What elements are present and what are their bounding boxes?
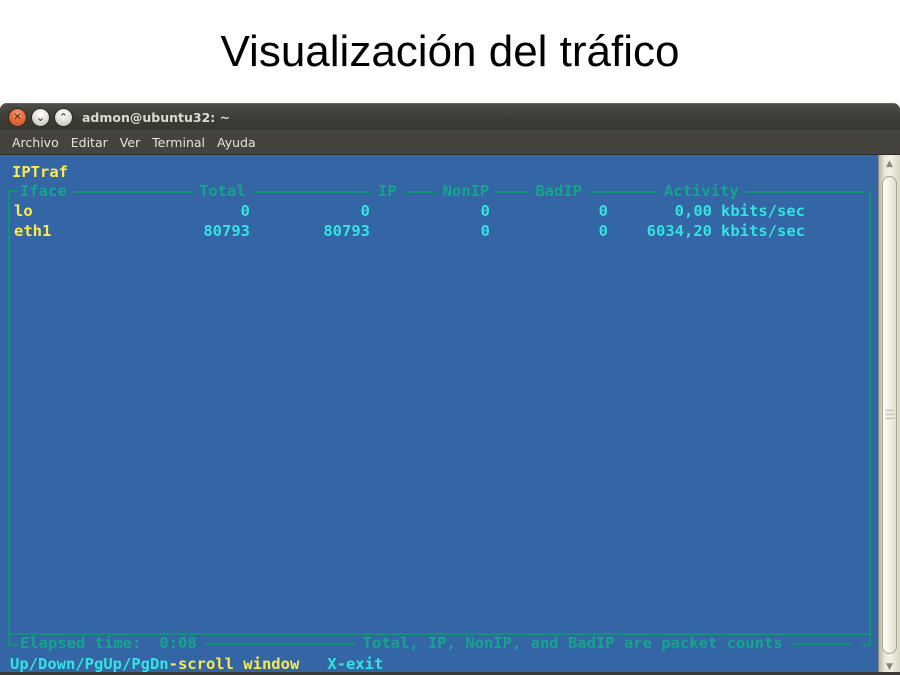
cell-total: 80793 [203,222,250,240]
packet-counts-note: Total, IP, NonIP, and BadIP are packet c… [362,633,783,652]
table-row[interactable]: eth1 80793 80793 0 0 6034,20 kbits/sec [14,222,860,242]
cell-total: 0 [240,202,250,220]
box-corner-bottom-left [8,634,18,646]
terminal-screen[interactable]: IPTraf Iface Total IP NonIP BadIP Activi… [0,155,878,675]
cell-nonip: 0 [480,222,490,240]
cell-activity-unit: kbits/sec [721,222,805,240]
header-rule [402,190,437,193]
scroll-up-arrow-icon[interactable]: ▲ [886,158,893,169]
cell-iface: eth1 [14,222,52,240]
elapsed-rule [204,642,355,645]
cell-activity: 6034,20 [646,222,712,240]
close-icon: ✕ [13,112,22,123]
key-hint-scroll-desc: -scroll window [168,654,300,673]
scrollbar-thumb[interactable] [882,176,897,654]
curses-box-border [8,190,871,635]
header-rule [251,190,372,193]
terminal-body: IPTraf Iface Total IP NonIP BadIP Activi… [0,155,900,675]
menu-item-ver[interactable]: Ver [119,134,141,150]
key-hint-exit[interactable]: X-exit [327,654,384,673]
chevron-up-icon: ⌃ [58,111,69,124]
column-header-activity: Activity [664,181,739,200]
header-rule [744,190,865,193]
iptraf-app-title: IPTraf [12,163,68,181]
elapsed-time-label: Elapsed time: [20,633,142,652]
terminal-scrollbar[interactable]: ▲ ▼ [878,155,900,675]
column-header-ip: IP [378,181,397,200]
terminal-window: ✕ ⌄ ⌃ admon@ubuntu32: ~ Archivo Editar V… [0,103,900,675]
menu-bar: Archivo Editar Ver Terminal Ayuda [0,130,900,155]
window-titlebar: ✕ ⌄ ⌃ admon@ubuntu32: ~ [0,103,900,130]
cell-ip: 80793 [323,222,370,240]
column-header-total: Total [199,181,246,200]
header-rule [495,190,530,193]
scroll-down-arrow-icon[interactable]: ▼ [886,661,893,672]
close-button[interactable]: ✕ [8,108,27,127]
scrollbar-grip-icon [885,409,894,421]
window-controls: ✕ ⌄ ⌃ [8,108,73,127]
window-bottom-edge [0,672,900,675]
page-title: Visualización del tráfico [220,27,680,76]
box-corner-bottom-right [861,634,871,646]
window-title: admon@ubuntu32: ~ [82,110,231,125]
maximize-button[interactable]: ⌃ [54,108,73,127]
cell-iface: lo [14,202,33,220]
cell-ip: 0 [360,202,370,220]
cell-badip: 0 [598,202,608,220]
minimize-button[interactable]: ⌄ [31,108,50,127]
menu-item-ayuda[interactable]: Ayuda [217,134,256,150]
cell-badip: 0 [598,222,608,240]
header-rule [72,190,193,193]
key-hint-bar: Up/Down/PgUp/PgDn-scroll window X-exit [10,655,383,675]
elapsed-time-bar: Elapsed time: 0:08 Total, IP, NonIP, and… [8,634,871,653]
column-header-iface: Iface [20,181,67,200]
elapsed-time-value: 0:08 [159,633,197,652]
key-hint-scroll-keys[interactable]: Up/Down/PgUp/PgDn [10,654,169,673]
header-rule [588,190,659,193]
column-header-badip: BadIP [535,181,583,200]
elapsed-rule [790,642,851,645]
cell-nonip: 0 [480,202,490,220]
menu-item-terminal[interactable]: Terminal [152,134,205,150]
column-header-nonip: NonIP [442,181,490,200]
box-corner-top-left [8,190,18,202]
interface-table-header: Iface Total IP NonIP BadIP Activity [8,181,871,202]
menu-item-editar[interactable]: Editar [70,134,108,150]
chevron-down-icon: ⌄ [35,111,46,124]
table-row[interactable]: lo 0 0 0 0 0,00 kbits/sec [14,202,860,222]
cell-activity-unit: kbits/sec [721,202,805,220]
menu-item-archivo[interactable]: Archivo [12,134,59,150]
cell-activity: 0,00 [674,202,712,220]
